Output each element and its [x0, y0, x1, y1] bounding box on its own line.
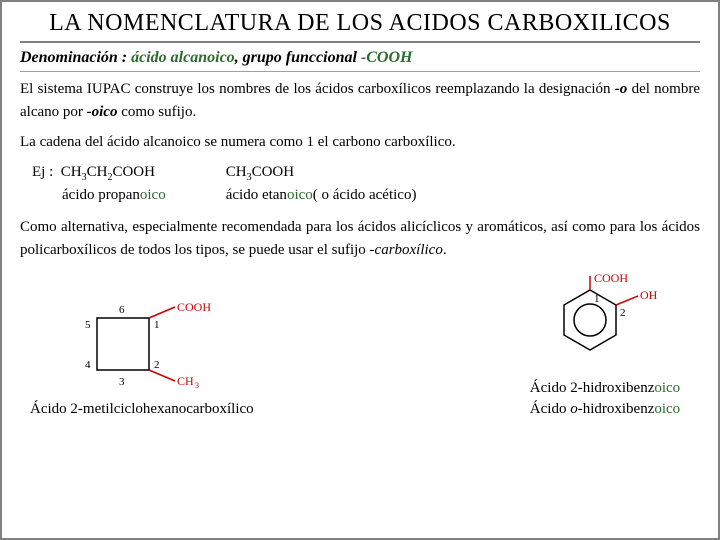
svg-text:5: 5	[85, 319, 91, 331]
svg-text:6: 6	[119, 304, 125, 316]
svg-text:2: 2	[154, 359, 160, 371]
svg-text:3: 3	[195, 381, 199, 390]
ex1-name-b: oico	[140, 187, 166, 203]
d2-1b: oico	[654, 380, 680, 396]
d2-2a: Ácido	[530, 401, 570, 417]
page-title: LA NOMENCLATURA DE LOS ACIDOS CARBOXILIC…	[20, 10, 700, 43]
d2-2d: oico	[654, 401, 680, 417]
svg-text:CH: CH	[177, 374, 194, 388]
p3-b: carboxílico	[375, 242, 443, 258]
d2-name2: Ácido o-hidroxibenzoico	[530, 399, 680, 420]
paragraph-1: El sistema IUPAC construye los nombres d…	[20, 78, 700, 125]
svg-text:1: 1	[154, 319, 160, 331]
ex1-ch1: CH	[61, 164, 82, 180]
examples-row: Ej : CH3CH2COOH ácido propanoico CH3COOH…	[32, 162, 700, 206]
diagram-2: COOH OH 1 2 Ácido 2-hidroxibenzoico Ácid…	[520, 272, 690, 420]
ex1-ch2: CH	[87, 164, 108, 180]
d2-2b: o	[570, 401, 578, 417]
ex2-name-c: ( o ácido acético)	[313, 187, 417, 203]
d2-2c: -hidroxibenz	[578, 401, 655, 417]
diagram-1-label: Ácido 2-metilciclohexanocarboxílico	[30, 399, 254, 420]
benzene-structure: COOH OH 1 2	[520, 272, 690, 372]
p3-a: Como alternativa, especialmente recomend…	[20, 219, 700, 258]
svg-text:3: 3	[119, 376, 125, 388]
paragraph-2: La cadena del ácido alcanoico se numera …	[20, 131, 700, 154]
ex2-cooh: COOH	[252, 164, 295, 180]
svg-text:COOH: COOH	[594, 272, 628, 285]
ex1-name: ácido propanoico	[32, 185, 166, 206]
ex2-formula: CH3COOH	[226, 162, 417, 185]
p1-b: -o	[615, 81, 628, 97]
cyclohexane-structure: COOH CH3 1 2 3 4 5 6	[57, 293, 227, 393]
slide-frame: LA NOMENCLATURA DE LOS ACIDOS CARBOXILIC…	[0, 0, 720, 540]
subtitle-mid: , grupo funccional	[235, 49, 361, 66]
ex1-cooh: COOH	[112, 164, 155, 180]
paragraph-3: Como alternativa, especialmente recomend…	[20, 216, 700, 263]
diagrams-row: COOH CH3 1 2 3 4 5 6 Ácido 2-metilcicloh…	[20, 272, 700, 420]
svg-text:4: 4	[85, 359, 91, 371]
diagram-2-labels: Ácido 2-hidroxibenzoico Ácido o-hidroxib…	[530, 378, 680, 420]
subtitle-pre: Denominación :	[20, 49, 131, 66]
d2-name1: Ácido 2-hidroxibenzoico	[530, 378, 680, 399]
svg-text:2: 2	[620, 307, 626, 319]
subtitle-term2: -COOH	[361, 49, 413, 66]
ex2-name-a: ácido etan	[226, 187, 287, 203]
diagram-1: COOH CH3 1 2 3 4 5 6 Ácido 2-metilcicloh…	[30, 293, 254, 420]
p1-e: como sufijo.	[117, 104, 196, 120]
svg-text:COOH: COOH	[177, 300, 211, 314]
ex2-name-b: oico	[287, 187, 313, 203]
ex2-ch: CH	[226, 164, 247, 180]
svg-text:OH: OH	[640, 288, 658, 302]
example-2: CH3COOH ácido etanoico( o ácido acético)	[226, 162, 417, 206]
ex2-name: ácido etanoico( o ácido acético)	[226, 185, 417, 206]
subtitle-term1: ácido alcanoico	[131, 49, 235, 66]
example-1: Ej : CH3CH2COOH ácido propanoico	[32, 162, 166, 206]
d2-1a: Ácido 2-hidroxibenz	[530, 380, 655, 396]
ex-label: Ej :	[32, 164, 53, 180]
svg-text:1: 1	[594, 293, 600, 305]
p3-c: .	[443, 242, 447, 258]
ex1-formula: Ej : CH3CH2COOH	[32, 162, 166, 185]
p1-d: -oico	[87, 104, 118, 120]
ex1-name-a: ácido propan	[62, 187, 140, 203]
subtitle-row: Denominación : ácido alcanoico, grupo fu…	[20, 49, 700, 72]
p1-a: El sistema IUPAC construye los nombres d…	[20, 81, 615, 97]
